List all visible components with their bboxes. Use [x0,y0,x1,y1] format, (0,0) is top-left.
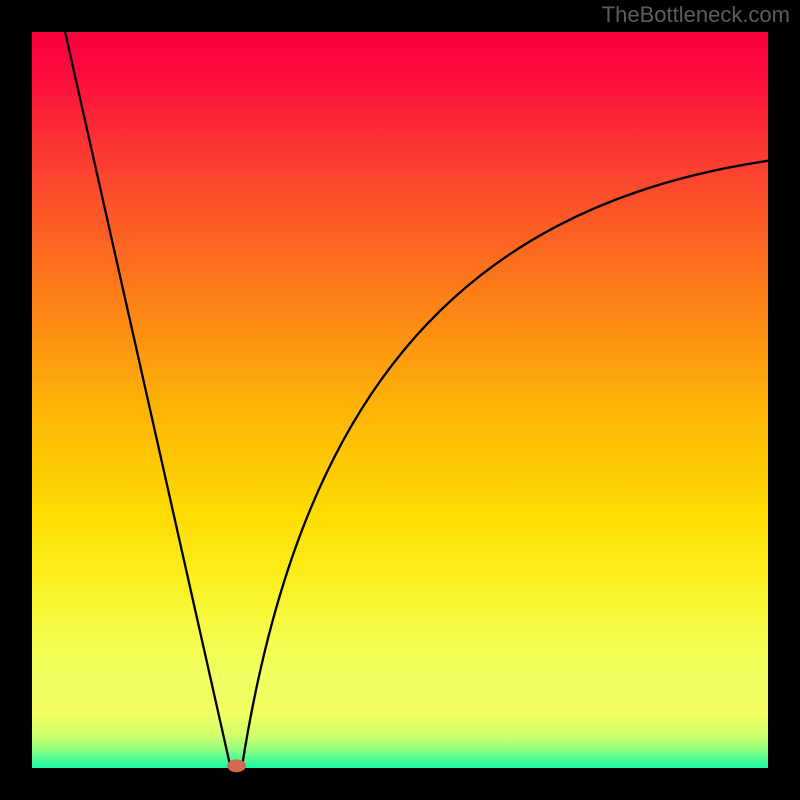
plot-background [32,32,768,768]
minimum-marker [228,760,246,772]
chart-svg [0,0,800,800]
chart-stage: TheBottleneck.com [0,0,800,800]
watermark-text: TheBottleneck.com [602,2,790,28]
